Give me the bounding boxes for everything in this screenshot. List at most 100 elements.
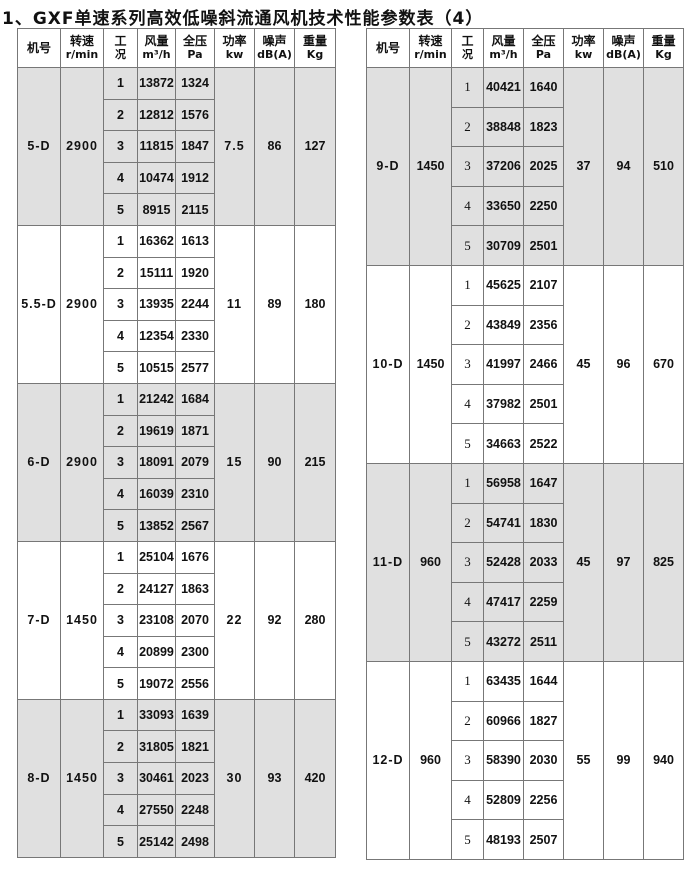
air-flow-cell: 13872 — [137, 67, 176, 100]
total-pressure-cell: 1827 — [523, 700, 564, 742]
air-flow-cell: 37206 — [483, 146, 524, 187]
weight-cell: 127 — [294, 67, 336, 226]
air-flow-cell: 60966 — [483, 700, 524, 742]
air-flow-cell: 43849 — [483, 304, 524, 346]
air-flow-cell: 56958 — [483, 462, 524, 504]
header-weight-label: 重量 — [302, 34, 327, 48]
table-row: 4 52809 2256 — [367, 779, 684, 821]
header-weight: 重量 Kg — [643, 28, 684, 68]
model-cell: 7-D — [17, 540, 61, 700]
total-pressure-cell: 1324 — [175, 67, 215, 100]
table-row: 3 18091 2079 — [18, 446, 336, 479]
header-total-pressure-label: 全压 — [182, 34, 207, 48]
condition-cell: 4 — [103, 635, 138, 669]
total-pressure-cell: 2070 — [175, 604, 215, 637]
air-flow-cell: 52809 — [483, 779, 524, 821]
air-flow-cell: 63435 — [483, 660, 524, 702]
noise-cell: 97 — [603, 462, 644, 662]
header-row: 机号 转速 r/min 工况风量 m³/h 全压 Pa 功率 kw 噪声 dB(A) 重量 Kg — [17, 28, 336, 68]
noise-cell: 90 — [254, 382, 295, 542]
condition-cell: 5 — [451, 423, 484, 464]
table-row: 3 30461 2023 — [18, 762, 336, 795]
model-cell: 8-D — [17, 698, 61, 858]
total-pressure-cell: 2356 — [523, 304, 564, 346]
header-power: 功率 kw — [563, 28, 604, 68]
weight-cell: 510 — [643, 67, 684, 266]
header-power-label: 功率 — [571, 34, 596, 48]
model-cell: 11-D — [366, 462, 410, 662]
air-flow-cell: 15111 — [137, 256, 176, 290]
power-cell: 22 — [214, 540, 255, 700]
air-flow-cell: 52428 — [483, 542, 524, 583]
table-row: 3 13935 2244 — [18, 288, 336, 321]
air-flow-cell: 30709 — [483, 225, 524, 266]
parameter-table-right: 机号 转速 r/min 工况风量 m³/h 全压 Pa 功率 kw 噪声 dB(A) 重量 Kg 9-D… — [366, 28, 684, 860]
header-weight-label: 重量 — [651, 34, 676, 48]
header-noise: 噪声 dB(A) — [254, 28, 295, 68]
speed-cell: 960 — [409, 660, 452, 860]
weight-cell: 670 — [643, 264, 684, 464]
header-air-flow-label: 风量 — [491, 34, 516, 48]
total-pressure-cell: 1644 — [523, 660, 564, 702]
total-pressure-cell: 1920 — [175, 256, 215, 290]
air-flow-cell: 27550 — [137, 793, 176, 827]
air-flow-cell: 18091 — [137, 446, 176, 479]
air-flow-cell: 37982 — [483, 383, 524, 425]
header-condition-unit: 况 — [462, 48, 473, 61]
noise-cell: 99 — [603, 660, 644, 860]
table-row: 3 41997 2466 — [367, 344, 684, 385]
speed-cell: 1450 — [409, 67, 452, 266]
condition-cell: 3 — [103, 762, 138, 795]
table-row: 5 13852 2567 — [18, 509, 336, 542]
total-pressure-cell: 2501 — [523, 225, 564, 266]
condition-cell: 1 — [103, 698, 138, 732]
parameter-table-left: 机号 转速 r/min 工况风量 m³/h 全压 Pa 功率 kw 噪声 dB(A) 重量 Kg 5-D… — [17, 28, 336, 858]
condition-cell: 2 — [103, 414, 138, 448]
total-pressure-cell: 2256 — [523, 779, 564, 821]
header-noise-label: 噪声 — [262, 34, 287, 48]
header-weight-unit: Kg — [306, 48, 324, 61]
header-condition-unit: 况 — [115, 48, 126, 61]
header-model: 机号 — [17, 28, 61, 68]
header-model: 机号 — [366, 28, 410, 68]
speed-cell: 2900 — [60, 67, 104, 226]
header-condition: 工况 — [451, 28, 484, 68]
weight-cell: 940 — [643, 660, 684, 860]
header-total-pressure: 全压 Pa — [523, 28, 564, 68]
table-row: 4 33650 2250 — [367, 185, 684, 227]
total-pressure-cell: 1613 — [175, 224, 215, 258]
table-row: 4 20899 2300 — [18, 635, 336, 669]
total-pressure-cell: 2107 — [523, 264, 564, 306]
condition-cell: 3 — [103, 288, 138, 321]
air-flow-cell: 47417 — [483, 581, 524, 623]
header-air-flow-label: 风量 — [144, 34, 169, 48]
condition-cell: 1 — [103, 67, 138, 100]
total-pressure-cell: 2244 — [175, 288, 215, 321]
power-cell: 15 — [214, 382, 255, 542]
condition-cell: 2 — [451, 106, 484, 148]
header-speed-label: 转速 — [418, 34, 443, 48]
condition-cell: 1 — [451, 660, 484, 702]
condition-cell: 4 — [103, 161, 138, 195]
table-row: 11-D 960 1 56958 1647 45 97 825 — [366, 462, 684, 662]
condition-cell: 3 — [451, 344, 484, 385]
condition-cell: 2 — [451, 304, 484, 346]
table-row: 2 38848 1823 — [367, 106, 684, 148]
condition-cell: 4 — [103, 477, 138, 511]
air-flow-cell: 20899 — [137, 635, 176, 669]
total-pressure-cell: 2567 — [175, 509, 215, 542]
condition-cell: 1 — [451, 264, 484, 306]
total-pressure-cell: 2310 — [175, 477, 215, 511]
weight-cell: 180 — [294, 224, 336, 384]
air-flow-cell: 40421 — [483, 67, 524, 108]
total-pressure-cell: 2522 — [523, 423, 564, 464]
header-speed: 转速 r/min — [60, 28, 104, 68]
condition-cell: 1 — [451, 462, 484, 504]
total-pressure-cell: 2025 — [523, 146, 564, 187]
total-pressure-cell: 2577 — [175, 351, 215, 384]
air-flow-cell: 25142 — [137, 825, 176, 858]
header-noise-unit: dB(A) — [606, 48, 641, 61]
condition-cell: 4 — [103, 793, 138, 827]
condition-cell: 2 — [103, 730, 138, 764]
table-row: 4 37982 2501 — [367, 383, 684, 425]
